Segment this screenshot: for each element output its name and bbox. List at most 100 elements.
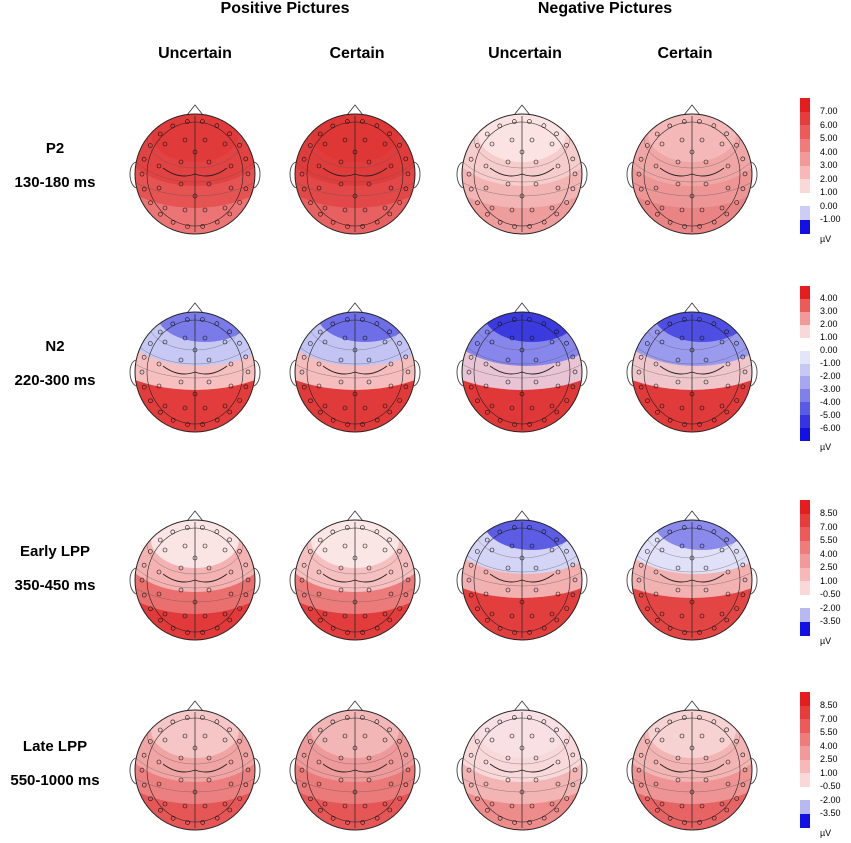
- colorbar-swatch: [800, 165, 810, 180]
- electrode-marker: [529, 613, 535, 619]
- colorbar-tick-label: 0.00: [820, 345, 838, 356]
- electrode-marker: [555, 781, 561, 787]
- row-label-n2: N2 220-300 ms: [0, 330, 110, 398]
- electrode-marker: [141, 384, 147, 390]
- electrode-marker: [703, 587, 709, 593]
- electrode-marker: [505, 565, 511, 571]
- electrode-marker: [192, 599, 198, 605]
- electrode-marker: [366, 379, 372, 385]
- topomap-positive-uncertain: [125, 300, 265, 440]
- central-line: [322, 167, 388, 177]
- electrode-marker: [719, 205, 725, 211]
- colorbar-tick-label: 2.50: [820, 562, 838, 572]
- colorbar-tick-label: 2.50: [820, 754, 838, 764]
- electrode-marker: [638, 354, 644, 360]
- colorbar-tick-label: -4.00: [820, 396, 841, 407]
- electrode-marker: [570, 562, 576, 568]
- electrode-marker: [214, 625, 220, 631]
- electrode-marker: [636, 767, 642, 773]
- colorbar-swatch: [800, 179, 810, 193]
- colorbar-swatch: [800, 732, 810, 747]
- band-fill: [157, 312, 253, 342]
- electrode-marker: [214, 529, 220, 535]
- electrode-marker: [182, 207, 188, 213]
- electrode-marker: [653, 185, 659, 191]
- electrode-marker: [366, 357, 372, 363]
- colorbar-swatch: [800, 759, 810, 774]
- electrode-marker: [227, 329, 232, 335]
- electrode-marker: [489, 737, 495, 743]
- electrode-marker: [734, 548, 739, 554]
- electrode-marker: [564, 340, 569, 346]
- electrode-marker: [360, 525, 365, 530]
- electrode-marker: [711, 625, 717, 631]
- electrode-marker: [366, 159, 372, 165]
- electrode-marker: [570, 782, 576, 788]
- electrode-marker: [681, 715, 687, 720]
- electrode-marker: [243, 562, 249, 568]
- colorbar-tick-label: 1.00: [820, 575, 838, 586]
- electrode-marker: [485, 409, 490, 415]
- electrode-marker: [483, 185, 489, 191]
- electrode-marker: [245, 577, 251, 583]
- electrode-marker: [387, 537, 392, 543]
- electrode-marker: [202, 137, 208, 143]
- electrode-marker: [182, 733, 188, 739]
- electrode-marker: [156, 383, 162, 389]
- electrode-marker: [307, 739, 313, 744]
- electrode-marker: [387, 131, 392, 137]
- electrode-marker: [344, 119, 350, 124]
- electrode-marker: [170, 719, 176, 725]
- electrode-marker: [403, 752, 409, 758]
- electrode-marker: [192, 149, 198, 155]
- electrode-marker: [148, 200, 153, 206]
- electrode-marker: [519, 149, 525, 155]
- colorbar-tick-label: 1.00: [820, 187, 838, 197]
- electrode-marker: [570, 186, 576, 192]
- electrode-marker: [318, 617, 323, 623]
- electrode-marker: [182, 543, 188, 549]
- electrode-marker: [527, 715, 532, 720]
- electrode-marker: [675, 379, 681, 385]
- row-window: 130-180 ms: [14, 174, 96, 191]
- electrode-marker: [554, 131, 559, 137]
- colorbar-tick-label: 3.00: [820, 306, 838, 317]
- electrode-marker: [237, 142, 242, 148]
- electrode-marker: [388, 781, 394, 787]
- topomap-positive-uncertain: [125, 508, 265, 648]
- electrode-marker: [316, 185, 322, 191]
- electrode-marker: [387, 617, 393, 623]
- electrode-marker: [711, 321, 717, 327]
- colorbar-swatch: [800, 376, 810, 390]
- electrode-marker: [156, 781, 162, 787]
- band-fill: [484, 520, 580, 550]
- left-ear-shape: [626, 161, 634, 189]
- electrode-marker: [403, 592, 409, 598]
- electrode-marker: [397, 738, 402, 744]
- electrode-marker: [697, 820, 702, 825]
- electrode-marker: [206, 357, 212, 363]
- electrode-marker: [301, 752, 307, 758]
- electrode-marker: [214, 219, 220, 225]
- electrode-marker: [679, 335, 685, 341]
- colorbar-swatch: [800, 298, 810, 313]
- right-ear-shape: [750, 161, 758, 189]
- electrode-marker: [483, 163, 489, 169]
- left-ear-shape: [129, 757, 137, 785]
- electrode-marker: [689, 789, 695, 795]
- nose-shape: [186, 700, 204, 712]
- electrode-marker: [237, 738, 242, 744]
- colorbar-unit-label: µV: [820, 828, 832, 838]
- electrode-marker: [243, 354, 249, 360]
- electrode-marker: [527, 119, 532, 124]
- head-outline: [134, 113, 256, 235]
- electrode-marker: [299, 171, 305, 177]
- nose-shape: [346, 510, 364, 522]
- right-ear-shape: [413, 359, 421, 387]
- electrode-marker: [645, 200, 650, 206]
- electrode-marker: [307, 549, 313, 554]
- nose-shape: [513, 302, 531, 314]
- electrode-marker: [200, 525, 205, 530]
- electrode-marker: [682, 630, 687, 635]
- right-ear-shape: [580, 161, 588, 189]
